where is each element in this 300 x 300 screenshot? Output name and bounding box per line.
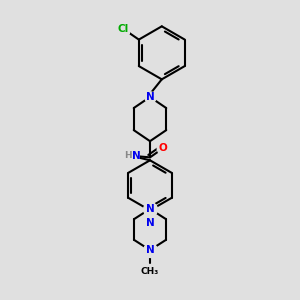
Text: H: H bbox=[124, 152, 132, 160]
Text: Cl: Cl bbox=[118, 23, 129, 34]
Text: N: N bbox=[146, 245, 154, 255]
Text: N: N bbox=[146, 218, 154, 228]
Text: N: N bbox=[146, 204, 154, 214]
Text: N: N bbox=[146, 92, 154, 102]
Text: N: N bbox=[132, 151, 140, 161]
Text: O: O bbox=[159, 143, 168, 153]
Text: CH₃: CH₃ bbox=[141, 267, 159, 276]
